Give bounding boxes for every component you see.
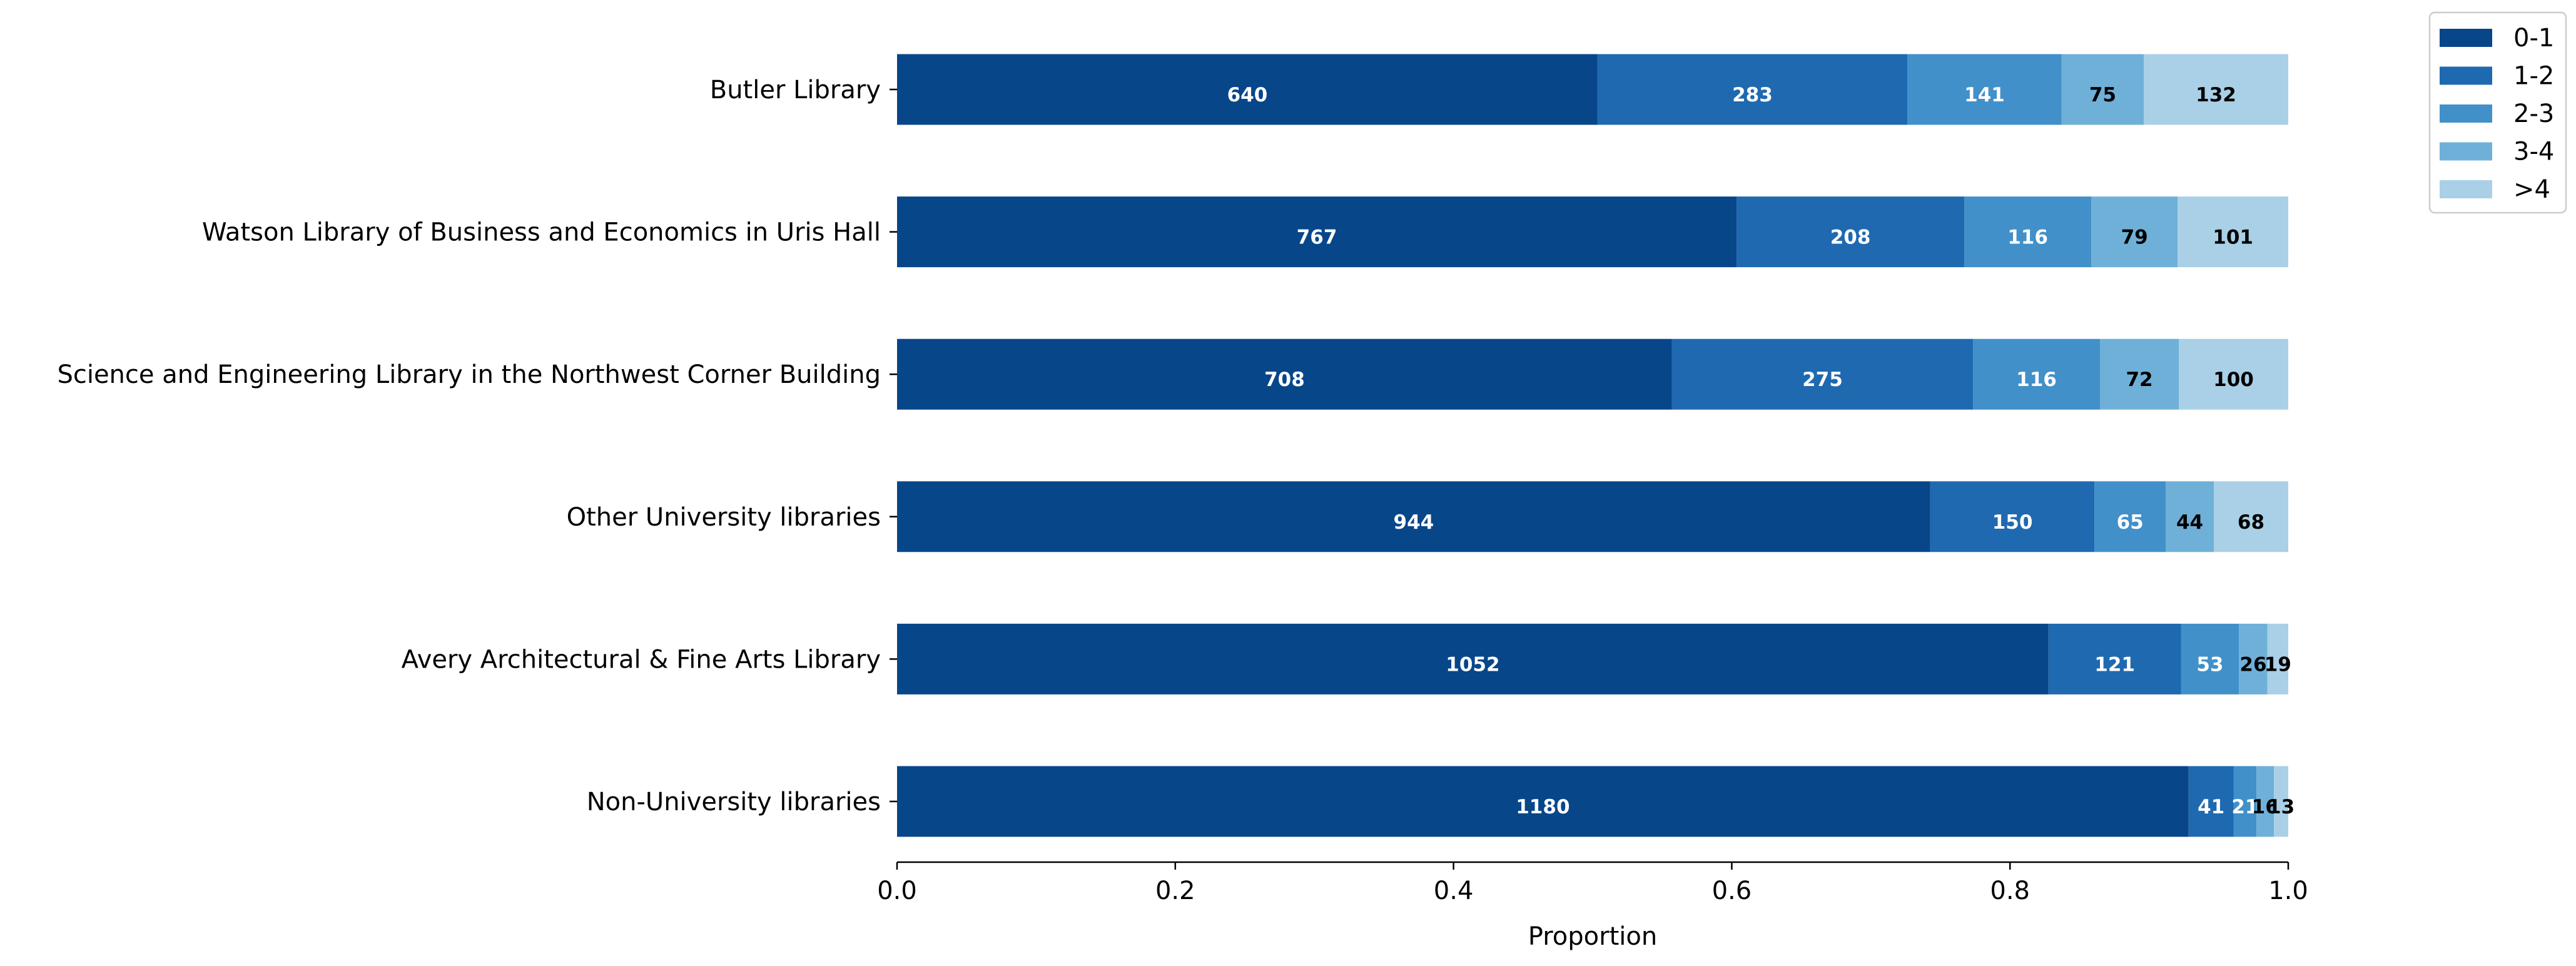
bar-5-segment-4	[2239, 623, 2268, 694]
bar-1-segment-3-value: 141	[1964, 84, 2005, 106]
bar-4-segment-4-value: 44	[2176, 511, 2203, 534]
bar-1-segment-1	[897, 54, 1598, 125]
bar-4-segment-2	[1930, 481, 2095, 552]
bar-5-segment-3-value: 53	[2196, 653, 2223, 676]
category-label: Watson Library of Business and Economics…	[202, 218, 881, 247]
bar-2-segment-2	[1737, 196, 1965, 268]
legend-items: 0-1 1-2 2-3 3-4 >4	[2440, 24, 2554, 204]
legend-frame	[2428, 11, 2567, 214]
bar-4-segment-1	[897, 481, 1930, 552]
bar-3-segment-5-value: 100	[2213, 369, 2254, 391]
bar-4-segment-3	[2094, 481, 2166, 552]
bar-3-segment-2-value: 275	[1802, 369, 1843, 391]
bar-6-segment-4	[2256, 766, 2274, 837]
bar-2-segment-1	[897, 196, 1737, 268]
bars-layer: 640 283 141 75 132 767 208 116 79 101 708 275 116 72 1…	[897, 54, 2295, 837]
bar-2-segment-4	[2091, 196, 2178, 268]
bar-5-segment-1-value: 1052	[1446, 653, 1499, 676]
bar-3-segment-4	[2100, 338, 2179, 410]
bar-5-segment-2	[2048, 623, 2181, 694]
bar-4-segment-1-value: 944	[1394, 511, 1434, 534]
legend-label-2: 1-2	[2513, 62, 2554, 91]
bar-6-segment-1	[897, 766, 2189, 837]
legend-label-4: 3-4	[2513, 138, 2554, 166]
x-axis: 0.0 0.2 0.4 0.6 0.8 1.0 Proportion	[877, 861, 2308, 951]
category-label: Non-University libraries	[587, 788, 881, 816]
bar-3-segment-2	[1671, 338, 1974, 410]
legend-label-3: 2-3	[2513, 99, 2554, 128]
bar-2-segment-5	[2178, 196, 2288, 268]
x-tick-label: 0.0	[877, 877, 917, 905]
bar-4-segment-5	[2214, 481, 2288, 552]
x-tick-label: 1.0	[2268, 877, 2308, 905]
bar-1-segment-5	[2144, 54, 2288, 125]
bar-5-segment-3	[2181, 623, 2239, 694]
category-labels: Butler Library Watson Library of Business…	[57, 76, 897, 816]
bar-3-segment-3	[1973, 338, 2101, 410]
bar-3-segment-1-value: 708	[1264, 369, 1305, 391]
bar-1-segment-3	[1907, 54, 2062, 125]
bar-2-segment-5-value: 101	[2213, 226, 2253, 249]
category-label: Other University libraries	[567, 503, 881, 532]
x-tick-label: 0.8	[1990, 877, 2030, 905]
category-label: Butler Library	[710, 76, 881, 104]
bar-6-segment-2	[2188, 766, 2234, 837]
bar-4-segment-2-value: 150	[1992, 511, 2033, 534]
bar-1-segment-5-value: 132	[2196, 84, 2236, 106]
x-tick-label: 0.2	[1155, 877, 1195, 905]
bar-5-segment-1	[897, 623, 2049, 694]
bar-6-segment-3	[2233, 766, 2257, 837]
legend-label-1: 0-1	[2513, 24, 2554, 53]
legend-swatch-3	[2440, 104, 2492, 123]
bar-5-segment-2-value: 121	[2094, 653, 2135, 676]
bar-3-segment-4-value: 72	[2126, 369, 2153, 391]
bar-4-segment-5-value: 68	[2238, 511, 2264, 534]
bar-6-segment-1-value: 1180	[1516, 796, 1569, 818]
legend-swatch-4	[2440, 142, 2492, 161]
x-tick-label: 0.6	[1712, 877, 1752, 905]
bar-4-segment-4	[2166, 481, 2214, 552]
bar-3-segment-1	[897, 338, 1672, 410]
bar-1-segment-2	[1597, 54, 1908, 125]
bar-5-segment-4-value: 26	[2239, 653, 2266, 676]
bar-1-segment-4-value: 75	[2089, 84, 2116, 106]
bar-2-segment-3	[1964, 196, 2092, 268]
bar-2-segment-3-value: 116	[2007, 226, 2048, 249]
bar-6-segment-5-value: 13	[2268, 796, 2295, 818]
bar-4-segment-3-value: 65	[2117, 511, 2144, 534]
x-ticks: 0.0 0.2 0.4 0.6 0.8 1.0	[877, 862, 2308, 905]
bar-6-segment-5	[2274, 766, 2288, 837]
bar-5-segment-5-value: 19	[2264, 653, 2291, 676]
bar-2-segment-2-value: 208	[1830, 226, 1871, 249]
category-label: Science and Engineering Library in the N…	[57, 360, 881, 389]
x-tick-label: 0.4	[1434, 877, 1474, 905]
bar-1-segment-4	[2061, 54, 2144, 125]
bar-2-segment-1-value: 767	[1297, 226, 1337, 249]
bar-5-segment-5	[2267, 623, 2288, 694]
bar-3-segment-3-value: 116	[2016, 369, 2057, 391]
legend-label-5: >4	[2513, 175, 2550, 204]
legend-swatch-1	[2440, 29, 2492, 47]
legend: 0-1 1-2 2-3 3-4 >4	[2428, 11, 2567, 214]
bar-1-segment-1-value: 640	[1227, 84, 1268, 106]
legend-swatch-5	[2440, 180, 2492, 198]
bar-2-segment-4-value: 79	[2121, 226, 2148, 249]
bar-6-segment-3-value: 21	[2231, 796, 2258, 818]
bar-1-segment-2-value: 283	[1732, 84, 1773, 106]
legend-swatch-2	[2440, 66, 2492, 85]
bar-3-segment-5	[2179, 338, 2288, 410]
x-axis-label: Proportion	[1528, 922, 1657, 951]
category-label: Avery Architectural & Fine Arts Library	[402, 645, 881, 674]
bar-6-segment-2-value: 41	[2198, 796, 2224, 818]
